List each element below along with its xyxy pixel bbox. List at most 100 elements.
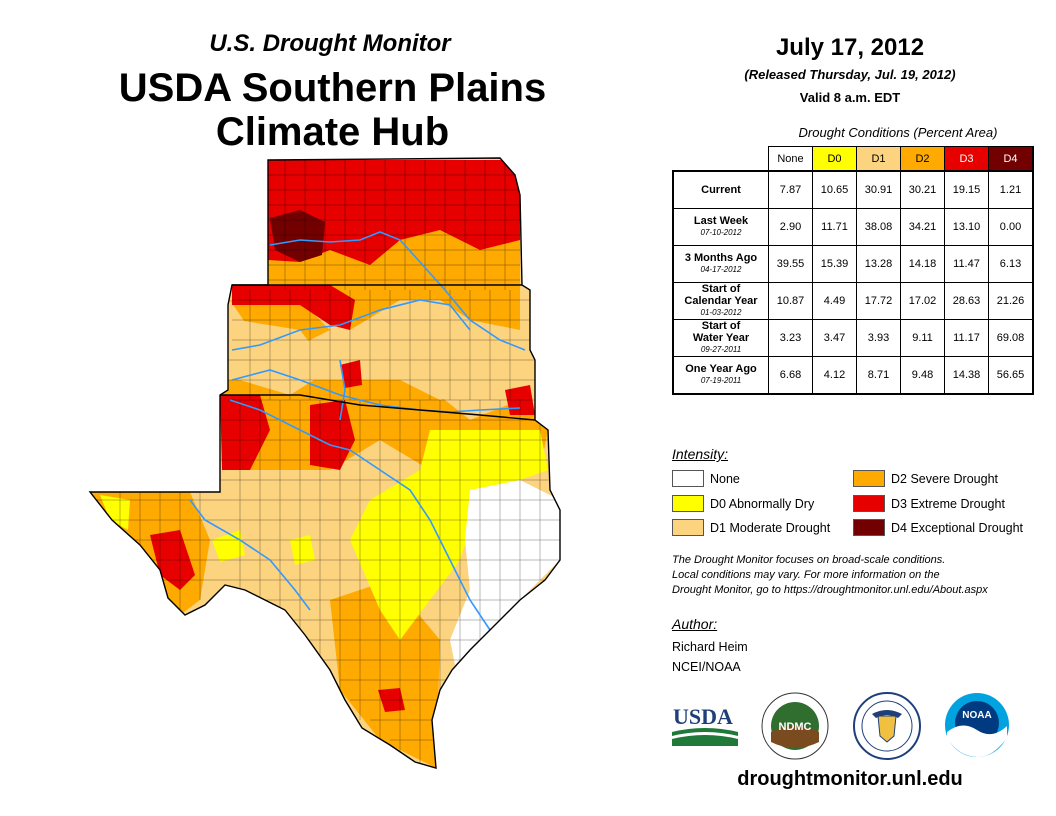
table-cell: 1.21 — [988, 170, 1034, 209]
table-cell: 9.48 — [900, 356, 945, 395]
table-row: Start of Calendar Year 01-03-2012 10.87 4.49… — [672, 282, 1034, 320]
row-label-line: Current — [701, 184, 741, 196]
row-date: 07-10-2012 — [700, 228, 742, 237]
table-cell: 19.15 — [944, 170, 989, 209]
table-cell: 0.00 — [988, 208, 1034, 246]
legend-item: D2 Severe Drought — [853, 470, 998, 487]
row-label: One Year Ago 07-19-2011 — [672, 356, 769, 395]
author-label: Author: — [672, 616, 718, 632]
row-date: 01-03-2012 — [700, 308, 742, 317]
valid-time: Valid 8 a.m. EDT — [799, 90, 901, 105]
table-cell: 4.12 — [812, 356, 857, 395]
legend-label: D4 Exceptional Drought — [891, 520, 1024, 535]
table-corner — [673, 147, 769, 172]
state-boundaries — [88, 157, 561, 769]
row-label: 3 Months Ago 04-17-2012 — [672, 245, 769, 283]
table-cell: 11.71 — [812, 208, 857, 246]
ndmc-logo: NDMC — [761, 692, 829, 760]
note-line-2: Local conditions may vary. For more info… — [672, 569, 940, 581]
table-cell: 30.21 — [900, 170, 945, 209]
table-cell: 56.65 — [988, 356, 1034, 395]
table-cell: 11.47 — [944, 245, 989, 283]
legend-label: D0 Abnormally Dry — [710, 496, 815, 511]
row-label: Last Week 07-10-2012 — [672, 208, 769, 246]
table-cell: 21.26 — [988, 282, 1034, 320]
legend-label: None — [710, 471, 740, 486]
row-label-line: Last Week — [693, 215, 749, 227]
table-cell: 6.13 — [988, 245, 1034, 283]
table-caption: Drought Conditions (Percent Area) — [798, 125, 998, 140]
table-cell: 13.28 — [856, 245, 901, 283]
row-date: 09-27-2011 — [700, 345, 742, 354]
table-cell: 15.39 — [812, 245, 857, 283]
row-date: 07-19-2011 — [700, 376, 742, 385]
table-cell: 10.65 — [812, 170, 857, 209]
note-line-3: Drought Monitor, go to https://droughtmo… — [672, 584, 988, 596]
table-cell: 6.68 — [768, 356, 813, 395]
table-cell: 34.21 — [900, 208, 945, 246]
legend-label: D2 Severe Drought — [891, 471, 999, 486]
column-header: D1 — [856, 146, 901, 172]
row-label: Start of Water Year 09-27-2011 — [672, 319, 769, 357]
title-line-1: USDA Southern Plains — [118, 66, 547, 110]
legend-swatch — [853, 495, 885, 512]
report-date: July 17, 2012 — [775, 34, 925, 61]
drought-map — [88, 157, 561, 769]
legend-item: None — [672, 470, 740, 487]
column-header: D4 — [988, 146, 1034, 172]
legend-item: D0 Abnormally Dry — [672, 495, 814, 512]
row-label-line: Calendar Year — [684, 295, 758, 307]
legend-item: D3 Extreme Drought — [853, 495, 1005, 512]
noaa-logo-text: NOAA — [962, 710, 991, 721]
table-row: Current 7.87 10.65 30.91 30.21 19.15 1.21 — [672, 170, 1034, 209]
table-cell: 10.87 — [768, 282, 813, 320]
legend-item: D4 Exceptional Drought — [853, 519, 1023, 536]
disclaimer-note: The Drought Monitor focuses on broad-sca… — [672, 553, 1042, 598]
table-cell: 39.55 — [768, 245, 813, 283]
table-cell: 38.08 — [856, 208, 901, 246]
table-cell: 30.91 — [856, 170, 901, 209]
author-name: Richard Heim — [672, 640, 748, 654]
table-cell: 17.72 — [856, 282, 901, 320]
row-label-line: Start of — [701, 283, 741, 295]
title-line-2: Climate Hub — [215, 110, 450, 154]
table-cell: 9.11 — [900, 319, 945, 357]
drought-conditions-table: None D0 D1 D2 D3 D4 Current 7.87 10.65 30.91 30.21… — [672, 146, 1034, 395]
website-url: droughtmonitor.unl.edu — [737, 768, 963, 790]
table-cell: 17.02 — [900, 282, 945, 320]
table-cell: 14.38 — [944, 356, 989, 395]
usda-logo-text: USDA — [673, 704, 733, 729]
row-label-line: One Year Ago — [685, 363, 757, 375]
table-cell: 3.93 — [856, 319, 901, 357]
column-header: D0 — [812, 146, 857, 172]
map-subtitle: U.S. Drought Monitor — [209, 30, 451, 57]
table-cell: 13.10 — [944, 208, 989, 246]
row-label: Start of Calendar Year 01-03-2012 — [672, 282, 769, 320]
legend-swatch — [853, 470, 885, 487]
legend-swatch — [672, 470, 704, 487]
author-info: Richard Heim NCEI/NOAA — [672, 637, 748, 677]
legend-label: D1 Moderate Drought — [710, 520, 831, 535]
noaa-logo: NOAA — [945, 693, 1009, 758]
table-row: Last Week 07-10-2012 2.90 11.71 38.08 34.21 13… — [672, 208, 1034, 246]
column-header: D3 — [944, 146, 989, 172]
column-header: None — [768, 146, 813, 172]
row-label-line: 3 Months Ago — [684, 252, 758, 264]
table-cell: 69.08 — [988, 319, 1034, 357]
county-grid — [90, 160, 560, 768]
table-cell: 4.49 — [812, 282, 857, 320]
author-org: NCEI/NOAA — [672, 660, 741, 674]
usda-logo: USDA — [672, 704, 738, 746]
table-cell: 28.63 — [944, 282, 989, 320]
ndmc-logo-text: NDMC — [779, 721, 812, 733]
row-label: Current — [672, 170, 769, 209]
table-row: 3 Months Ago 04-17-2012 39.55 15.39 13.28 14.… — [672, 245, 1034, 283]
release-date: (Released Thursday, Jul. 19, 2012) — [744, 67, 956, 82]
table-cell: 8.71 — [856, 356, 901, 395]
table-cell: 11.17 — [944, 319, 989, 357]
table-cell: 3.47 — [812, 319, 857, 357]
note-line-1: The Drought Monitor focuses on broad-sca… — [672, 554, 946, 566]
row-date: 04-17-2012 — [700, 265, 742, 274]
table-cell: 14.18 — [900, 245, 945, 283]
table-cell: 7.87 — [768, 170, 813, 209]
